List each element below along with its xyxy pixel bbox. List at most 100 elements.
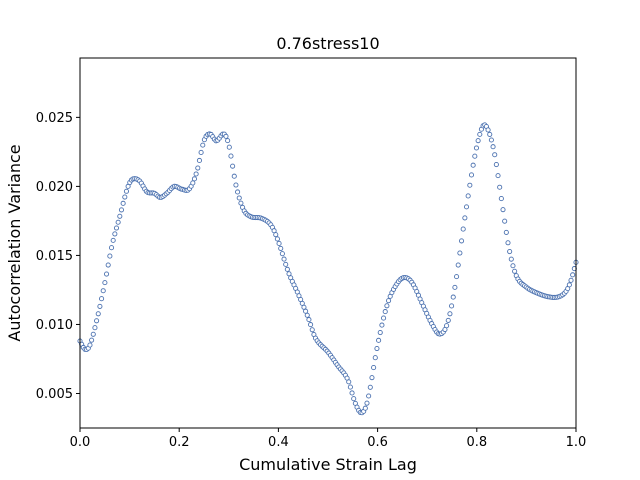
- data-point: [123, 188, 129, 194]
- data-point: [303, 308, 309, 314]
- data-point: [502, 218, 508, 224]
- data-point: [507, 248, 513, 255]
- data-point: [118, 207, 125, 213]
- data-point: [382, 309, 388, 315]
- data-point: [467, 182, 473, 188]
- data-point: [274, 236, 280, 242]
- data-point: [450, 294, 456, 300]
- data-point: [89, 337, 95, 343]
- data-point: [566, 282, 572, 288]
- data-point: [110, 237, 116, 243]
- data-point: [384, 303, 390, 309]
- data-point: [385, 298, 392, 304]
- x-axis-ticks: 0.0 0.2 0.4 0.6 0.8 1.0: [70, 428, 587, 450]
- data-point: [107, 253, 113, 259]
- data-point: [492, 152, 498, 158]
- y-tick-label: 0.025: [36, 111, 73, 126]
- x-tick-label: 0.4: [268, 435, 289, 450]
- data-point: [463, 204, 470, 210]
- data-point: [276, 240, 282, 247]
- data-point: [226, 144, 232, 150]
- data-point: [495, 173, 501, 179]
- data-point: [284, 266, 290, 272]
- data-point: [497, 184, 503, 190]
- x-tick-label: 1.0: [566, 435, 587, 450]
- data-point: [238, 200, 244, 206]
- data-points: [77, 122, 579, 416]
- data-point: [97, 303, 103, 309]
- data-point: [505, 240, 511, 246]
- data-point: [228, 153, 234, 159]
- data-point: [367, 384, 373, 390]
- data-point: [94, 318, 100, 324]
- data-point: [198, 149, 204, 155]
- data-point: [273, 232, 279, 238]
- data-point: [115, 219, 121, 225]
- x-axis-label: Cumulative Strain Lag: [239, 455, 417, 474]
- data-point: [223, 133, 229, 139]
- y-tick-label: 0.020: [36, 180, 73, 195]
- y-tick-label: 0.015: [36, 249, 73, 264]
- data-point: [105, 262, 111, 268]
- data-point: [568, 277, 574, 283]
- data-point: [195, 165, 201, 171]
- data-point: [308, 322, 314, 328]
- data-point: [279, 251, 285, 257]
- data-point: [462, 215, 468, 221]
- data-point: [454, 274, 460, 280]
- data-point: [493, 161, 499, 168]
- data-point: [503, 229, 509, 235]
- data-point: [191, 176, 198, 182]
- data-point: [122, 194, 128, 200]
- data-point: [278, 245, 284, 251]
- data-point: [235, 189, 241, 195]
- data-point: [472, 153, 478, 159]
- data-point: [455, 262, 461, 268]
- data-point: [306, 317, 312, 323]
- data-point: [102, 280, 108, 286]
- data-point: [113, 225, 120, 231]
- data-point: [470, 162, 476, 168]
- data-point: [103, 271, 110, 277]
- data-point: [309, 327, 315, 333]
- data-point: [283, 261, 289, 267]
- data-point: [108, 245, 115, 251]
- data-point: [477, 131, 483, 137]
- data-point: [460, 226, 466, 232]
- data-point: [90, 331, 96, 337]
- data-point: [117, 213, 123, 219]
- data-point: [377, 329, 383, 336]
- data-point: [346, 379, 352, 385]
- data-point: [281, 256, 287, 262]
- data-point: [452, 284, 458, 290]
- y-axis-label: Autocorrelation Variance: [5, 144, 24, 341]
- data-point: [95, 311, 101, 317]
- data-point: [372, 355, 378, 361]
- data-point: [112, 231, 118, 237]
- x-tick-label: 0.2: [169, 435, 190, 450]
- data-point: [447, 311, 453, 317]
- data-point: [465, 193, 471, 199]
- data-point: [233, 182, 239, 188]
- chart-title: 0.76stress10: [276, 34, 379, 53]
- data-point: [473, 145, 480, 151]
- data-point: [364, 400, 370, 406]
- data-point: [475, 138, 481, 144]
- y-tick-label: 0.005: [36, 387, 73, 402]
- data-point: [381, 315, 387, 321]
- data-point: [371, 365, 377, 371]
- data-point: [457, 250, 463, 256]
- data-point: [92, 325, 98, 331]
- x-tick-label: 0.6: [367, 435, 388, 450]
- data-point: [87, 342, 93, 348]
- data-point: [231, 173, 237, 179]
- data-point: [351, 396, 357, 402]
- data-point: [230, 163, 236, 169]
- data-point: [369, 375, 375, 381]
- data-point: [468, 172, 475, 178]
- data-point: [488, 137, 494, 143]
- data-point: [190, 180, 196, 186]
- data-point: [304, 312, 310, 318]
